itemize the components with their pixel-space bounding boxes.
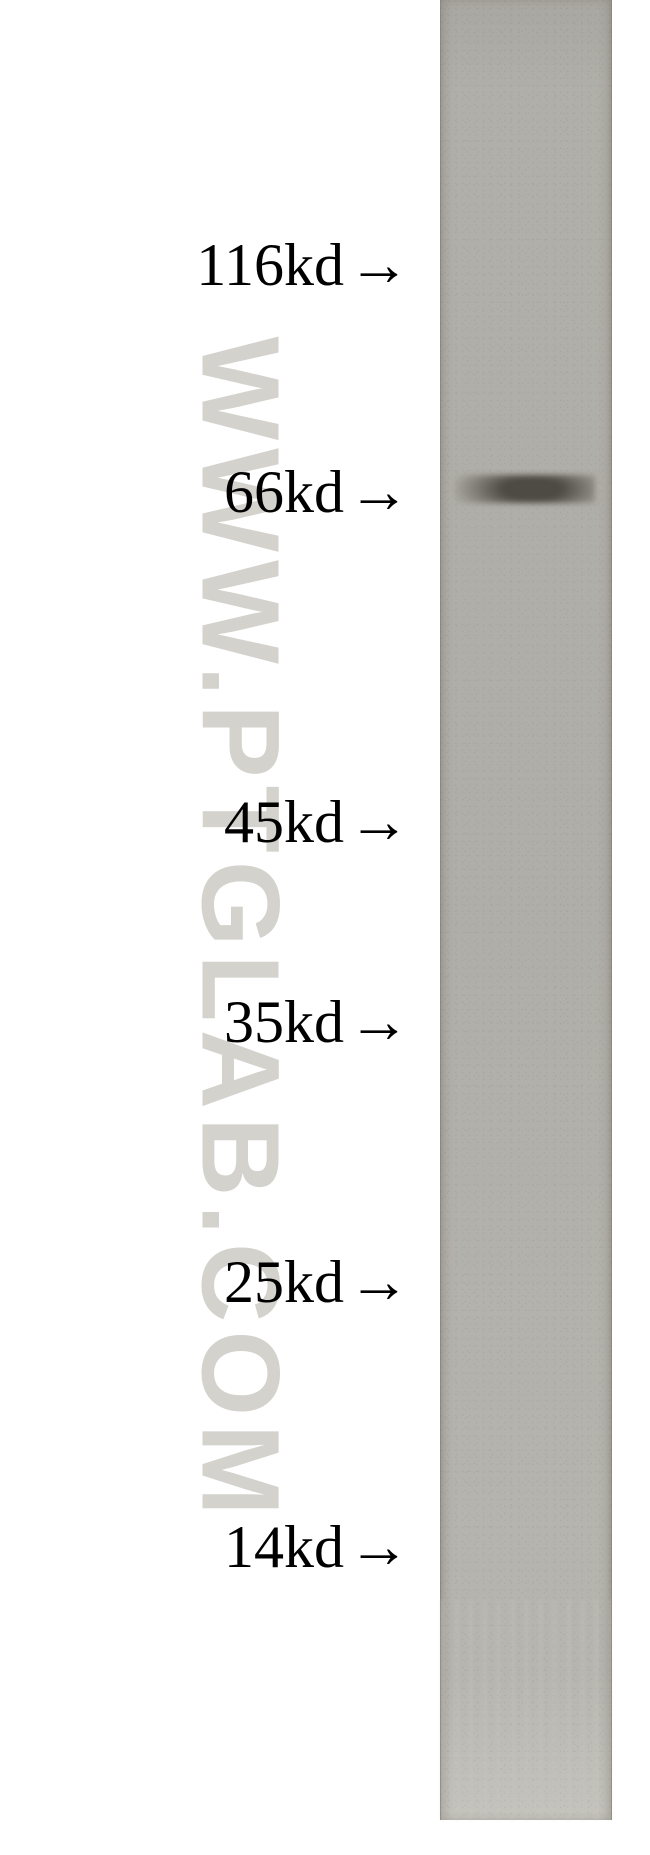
blot-lane <box>440 0 612 1820</box>
arrow-right-icon: → <box>348 1247 410 1318</box>
arrow-right-icon: → <box>348 987 410 1058</box>
marker-label: 116kd <box>109 231 344 300</box>
marker-label: 14kd <box>109 1513 344 1582</box>
arrow-right-icon: → <box>348 1512 410 1583</box>
marker-14kd: 14kd → <box>109 1512 410 1583</box>
marker-35kd: 35kd → <box>109 987 410 1058</box>
marker-116kd: 116kd → <box>109 230 410 301</box>
lane-bottom-streaks <box>441 1600 611 1820</box>
marker-25kd: 25kd → <box>109 1247 410 1318</box>
marker-label: 66kd <box>109 458 344 527</box>
arrow-right-icon: → <box>348 787 410 858</box>
lane-grain <box>441 0 611 1820</box>
arrow-right-icon: → <box>348 230 410 301</box>
marker-45kd: 45kd → <box>109 787 410 858</box>
arrow-right-icon: → <box>348 457 410 528</box>
blot-band <box>455 475 595 503</box>
marker-label: 45kd <box>109 788 344 857</box>
marker-66kd: 66kd → <box>109 457 410 528</box>
blot-canvas: WWW.PTGLAB.COM 116kd → 66kd → 45kd → 35k… <box>0 0 650 1855</box>
marker-label: 35kd <box>109 988 344 1057</box>
marker-label: 25kd <box>109 1248 344 1317</box>
